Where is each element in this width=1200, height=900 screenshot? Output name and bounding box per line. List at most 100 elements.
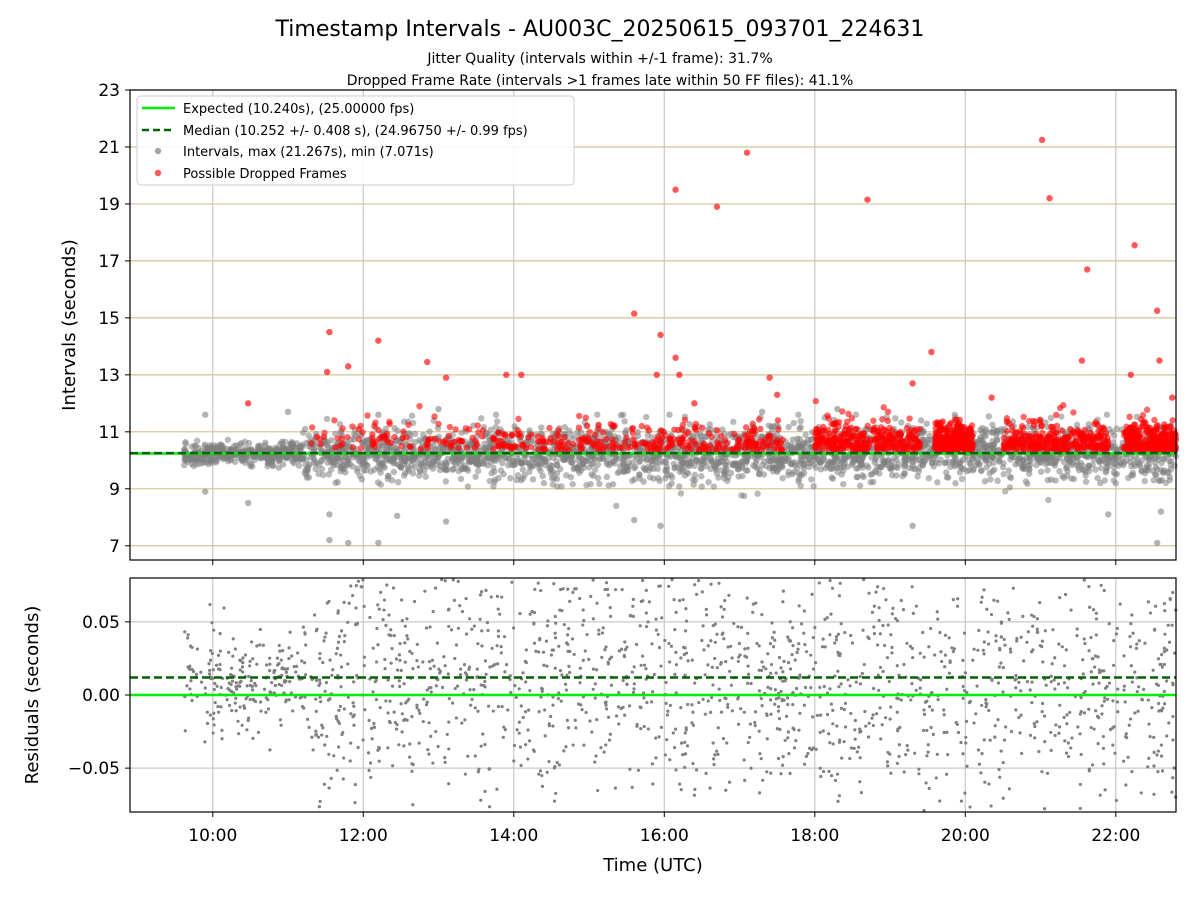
dropped-frame-point: [431, 413, 438, 420]
dropped-frame-point: [1081, 426, 1088, 433]
top-ytick-label: 15: [98, 309, 120, 329]
dropped-frame-point: [1059, 441, 1066, 448]
dropped-frame-point: [870, 417, 877, 424]
dropped-frame-point: [400, 428, 407, 435]
interval-point: [934, 479, 941, 486]
interval-point: [1129, 469, 1136, 476]
dropped-frame-point: [364, 412, 371, 419]
residual-point: [480, 644, 484, 648]
interval-point: [958, 475, 966, 483]
dropped-frame-point: [519, 442, 527, 450]
dropped-frame-point: [884, 408, 892, 415]
interval-point: [1058, 413, 1065, 420]
interval-point: [542, 461, 549, 469]
dropped-frame-point: [1072, 433, 1079, 441]
interval-point: [460, 465, 467, 472]
interval-point: [753, 465, 761, 472]
dropped-frame-point: [1162, 423, 1170, 431]
dropped-frame-point: [495, 429, 502, 436]
interval-point: [892, 415, 899, 422]
interval-point: [514, 455, 521, 462]
interval-point: [394, 461, 402, 468]
dropped-frame-point: [355, 436, 363, 443]
interval-point: [1165, 457, 1173, 464]
interval-point: [425, 455, 432, 463]
interval-point: [1157, 508, 1165, 515]
interval-point: [1156, 477, 1164, 485]
dropped-frame-point: [308, 440, 315, 447]
interval-point: [319, 471, 327, 479]
dropped-frame-point: [735, 436, 743, 443]
dropped-frame-point: [599, 445, 607, 453]
dropped-frame-point: [753, 446, 761, 453]
interval-point: [236, 441, 244, 448]
interval-point: [265, 455, 272, 463]
interval-point: [790, 468, 798, 476]
dropped-frame-point: [405, 421, 412, 428]
interval-point: [630, 516, 638, 524]
dropped-frame-point: [643, 424, 651, 431]
dropped-frame-point: [339, 425, 346, 432]
dropped-frame-point: [1059, 427, 1066, 435]
interval-point: [698, 473, 705, 480]
residual-point: [691, 723, 696, 727]
dropped-frame-point: [881, 444, 888, 451]
interval-point: [1167, 466, 1175, 473]
interval-point: [790, 419, 797, 427]
dropped-frame-point: [474, 422, 481, 429]
dropped-frame-point: [334, 435, 341, 442]
interval-point: [765, 422, 773, 429]
interval-point: [538, 424, 545, 431]
dropped-frame-point: [508, 445, 515, 452]
interval-point: [519, 466, 527, 473]
interval-point: [789, 459, 796, 467]
interval-point: [281, 438, 289, 446]
dropped-frame-point: [961, 438, 968, 445]
dropped-frame-point: [417, 445, 424, 453]
top-ytick-label: 21: [98, 138, 120, 158]
interval-point: [536, 464, 543, 472]
interval-point: [375, 539, 382, 547]
dropped-frame-point: [1169, 394, 1176, 401]
dropped-frame-point: [349, 423, 356, 430]
dropped-frame-point: [1171, 430, 1179, 437]
dropped-frame-point: [1136, 442, 1143, 449]
dropped-frame-point: [1090, 434, 1097, 441]
dropped-frame-point: [775, 426, 782, 433]
interval-point: [457, 475, 465, 483]
interval-point: [1044, 467, 1051, 474]
interval-point: [201, 441, 209, 448]
top-y-axis-label: Intervals (seconds): [59, 239, 80, 411]
dropped-frame-point: [903, 424, 911, 432]
interval-point: [613, 502, 620, 510]
interval-point: [1026, 465, 1033, 472]
residual-point: [642, 696, 646, 700]
dropped-frame-point: [1052, 411, 1060, 419]
interval-point: [288, 444, 295, 452]
interval-point: [798, 471, 806, 479]
interval-point: [697, 465, 705, 472]
interval-point: [999, 464, 1007, 471]
legend-intervals-label: Intervals, max (21.267s), min (7.071s): [183, 145, 434, 160]
interval-point: [1113, 425, 1120, 432]
interval-point: [898, 419, 905, 426]
residual-point: [1063, 739, 1067, 743]
interval-point: [255, 443, 262, 450]
dropped-frame-point: [501, 432, 509, 439]
dropped-frame-point: [644, 445, 651, 452]
interval-point: [390, 468, 398, 476]
dropped-frame-point: [1104, 437, 1111, 445]
dropped-frame-point: [884, 417, 892, 425]
interval-point: [202, 488, 209, 495]
interval-point: [325, 471, 332, 478]
interval-point: [758, 408, 766, 416]
interval-point: [1024, 480, 1031, 488]
interval-point: [990, 426, 998, 433]
legend-expected-label: Expected (10.240s), (25.00000 fps): [183, 102, 414, 117]
interval-point: [778, 455, 785, 462]
dropped-frame-point: [843, 444, 850, 452]
interval-point: [491, 468, 498, 475]
interval-point: [478, 458, 485, 465]
dropped-frame-point: [1038, 422, 1045, 429]
interval-point: [549, 481, 557, 488]
